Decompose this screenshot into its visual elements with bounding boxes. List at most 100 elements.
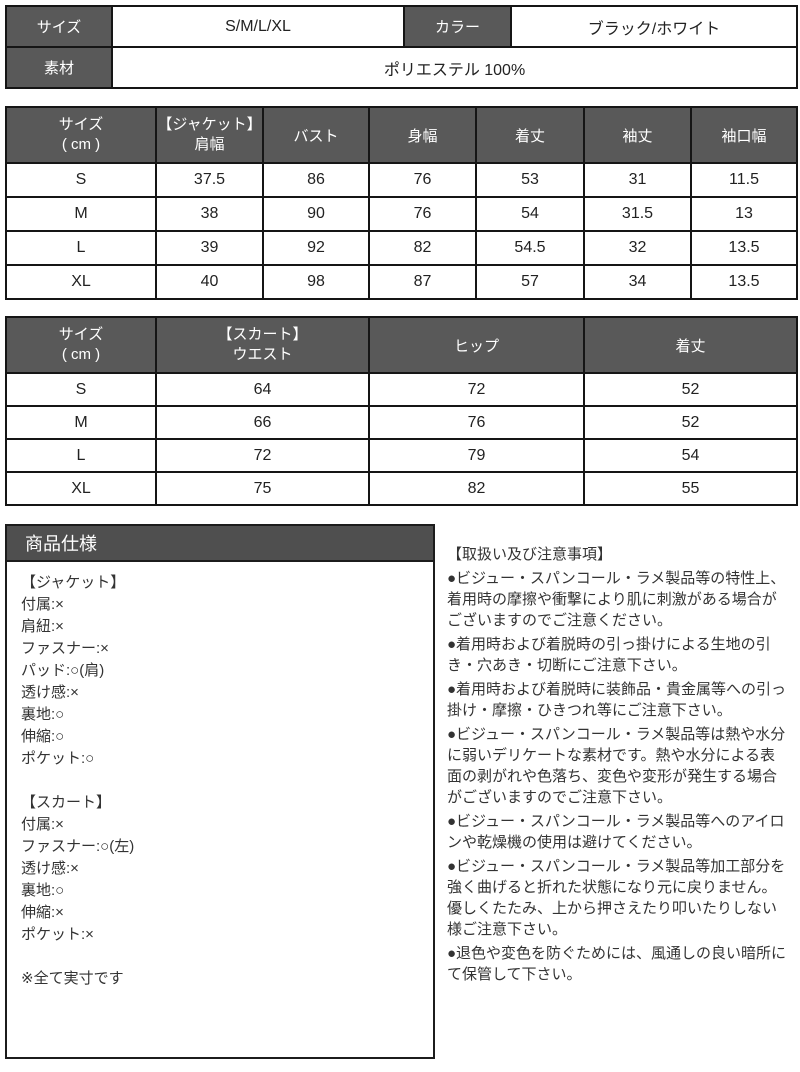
skirt-header-row: サイズ ( cm ) 【スカート】 ウエスト ヒップ 着丈 [5, 316, 798, 374]
spec-line: 付属:× [21, 596, 64, 613]
product-info-table: サイズ S/M/L/XL カラー ブラック/ホワイト 素材 ポリエステル 100… [5, 5, 798, 89]
jacket-label-line: 【ジャケット】 [157, 116, 262, 133]
color-label-cell: カラー [403, 5, 512, 48]
skirt-corner-header: サイズ ( cm ) [5, 316, 157, 374]
material-value-cell: ポリエステル 100% [111, 46, 798, 89]
jacket-width-header: 身幅 [368, 106, 477, 164]
measurement-cell: 38 [155, 196, 264, 232]
measurement-cell: 31 [583, 162, 692, 198]
jacket-header-row: サイズ ( cm ) 【ジャケット】 肩幅 バスト 身幅 着丈 袖丈 袖口幅 [5, 106, 798, 164]
measurement-cell: 34 [583, 264, 692, 300]
size-cell: S [5, 162, 157, 198]
measurement-cell: 52 [583, 405, 798, 440]
handling-note-item: ●ビジュー・スパンコール・ラメ製品等の特性上、着用時の摩擦や衝撃により肌に刺激が… [447, 570, 786, 629]
jacket-length-header: 着丈 [475, 106, 585, 164]
spec-box-title: 商品仕様 [7, 526, 433, 562]
handling-note-item: ●ビジュー・スパンコール・ラメ製品等加工部分を強く曲げると折れた状態になり元に戻… [447, 858, 786, 938]
measurement-cell: 86 [262, 162, 370, 198]
spec-line: ファスナー:× [21, 640, 109, 657]
size-cell: S [5, 372, 157, 407]
size-value-cell: S/M/L/XL [111, 5, 405, 48]
jacket-row-m: M 38 90 76 54 31.5 13 [5, 196, 798, 232]
measurement-cell: 87 [368, 264, 477, 300]
measurement-cell: 13.5 [690, 230, 798, 266]
jacket-row-s: S 37.5 86 76 53 31 11.5 [5, 162, 798, 198]
measurement-cell: 72 [368, 372, 585, 407]
spec-line: 伸縮:× [21, 904, 64, 921]
measurement-cell: 79 [368, 438, 585, 473]
spec-jacket-heading: 【ジャケット】 [21, 574, 126, 591]
spec-line: 付属:× [21, 816, 64, 833]
jacket-corner-line2: ( cm ) [61, 136, 101, 153]
spec-line: ファスナー:○(左) [21, 838, 135, 855]
info-row-material: 素材 ポリエステル 100% [5, 46, 798, 89]
jacket-row-l: L 39 92 82 54.5 32 13.5 [5, 230, 798, 266]
skirt-waist-line: ウエスト [232, 346, 293, 363]
handling-note-item: ●退色や変色を防ぐためには、風通しの良い暗所にて保管して下さい。 [447, 945, 787, 983]
jacket-shoulder-line: 肩幅 [194, 136, 225, 153]
jacket-cuff-header: 袖口幅 [690, 106, 798, 164]
measurement-cell: 55 [583, 471, 798, 506]
skirt-label-line: 【スカート】 [217, 326, 308, 343]
size-label-cell: サイズ [5, 5, 113, 48]
measurement-cell: 37.5 [155, 162, 264, 198]
measurement-cell: 32 [583, 230, 692, 266]
spec-line: 肩紐:× [21, 618, 64, 635]
measurement-cell: 54 [475, 196, 585, 232]
measurement-cell: 72 [155, 438, 370, 473]
measurement-cell: 66 [155, 405, 370, 440]
handling-note-item: ●着用時および着脱時に装飾品・貴金属等への引っ掛け・摩擦・ひきつれ等にご注意下さ… [447, 681, 787, 719]
skirt-corner-line2: ( cm ) [61, 346, 101, 363]
measurement-cell: 76 [368, 162, 477, 198]
measurement-cell: 82 [368, 471, 585, 506]
jacket-size-table: サイズ ( cm ) 【ジャケット】 肩幅 バスト 身幅 着丈 袖丈 袖口幅 S… [5, 106, 798, 300]
handling-note-item: ●着用時および着脱時の引っ掛けによる生地の引き・穴あき・切断にご注意下さい。 [447, 636, 771, 674]
handling-notes: 【取扱い及び注意事項】 ●ビジュー・スパンコール・ラメ製品等の特性上、着用時の摩… [435, 524, 795, 988]
skirt-row-l: L 72 79 54 [5, 438, 798, 473]
jacket-corner-line1: サイズ [58, 116, 104, 133]
size-cell: L [5, 230, 157, 266]
jacket-bust-header: バスト [262, 106, 370, 164]
size-cell: M [5, 196, 157, 232]
spec-line: 裏地:○ [21, 882, 65, 899]
skirt-row-xl: XL 75 82 55 [5, 471, 798, 506]
skirt-waist-header: 【スカート】 ウエスト [155, 316, 370, 374]
size-cell: M [5, 405, 157, 440]
bottom-section: 商品仕様 【ジャケット】 付属:× 肩紐:× ファスナー:× パッド:○(肩) … [5, 524, 795, 1059]
size-cell: XL [5, 264, 157, 300]
spec-note: ※全て実寸です [21, 970, 124, 987]
jacket-sleeve-header: 袖丈 [583, 106, 692, 164]
measurement-cell: 13 [690, 196, 798, 232]
spec-line: 伸縮:○ [21, 728, 65, 745]
spec-line: パッド:○(肩) [21, 662, 105, 679]
measurement-cell: 40 [155, 264, 264, 300]
jacket-shoulder-header: 【ジャケット】 肩幅 [155, 106, 264, 164]
handling-notes-heading: 【取扱い及び注意事項】 [447, 546, 613, 563]
skirt-size-table: サイズ ( cm ) 【スカート】 ウエスト ヒップ 着丈 S 64 72 52… [5, 316, 798, 506]
skirt-length-header: 着丈 [583, 316, 798, 374]
skirt-row-s: S 64 72 52 [5, 372, 798, 407]
measurement-cell: 92 [262, 230, 370, 266]
spec-line: 透け感:× [21, 860, 79, 877]
size-cell: L [5, 438, 157, 473]
measurement-cell: 76 [368, 196, 477, 232]
skirt-corner-line1: サイズ [58, 326, 104, 343]
measurement-cell: 57 [475, 264, 585, 300]
measurement-cell: 11.5 [690, 162, 798, 198]
jacket-corner-header: サイズ ( cm ) [5, 106, 157, 164]
measurement-cell: 82 [368, 230, 477, 266]
jacket-row-xl: XL 40 98 87 57 34 13.5 [5, 264, 798, 300]
measurement-cell: 53 [475, 162, 585, 198]
spec-box-content: 【ジャケット】 付属:× 肩紐:× ファスナー:× パッド:○(肩) 透け感:×… [7, 562, 433, 1000]
measurement-cell: 54 [583, 438, 798, 473]
handling-note-item: ●ビジュー・スパンコール・ラメ製品等は熱や水分に弱いデリケートな素材です。熱や水… [447, 726, 786, 806]
spec-line: ポケット:○ [21, 750, 95, 767]
info-row-size-color: サイズ S/M/L/XL カラー ブラック/ホワイト [5, 5, 798, 48]
skirt-hip-header: ヒップ [368, 316, 585, 374]
measurement-cell: 98 [262, 264, 370, 300]
measurement-cell: 75 [155, 471, 370, 506]
measurement-cell: 76 [368, 405, 585, 440]
spec-line: ポケット:× [21, 926, 94, 943]
measurement-cell: 39 [155, 230, 264, 266]
handling-note-item: ●ビジュー・スパンコール・ラメ製品等へのアイロンや乾燥機の使用は避けてください。 [447, 813, 785, 851]
